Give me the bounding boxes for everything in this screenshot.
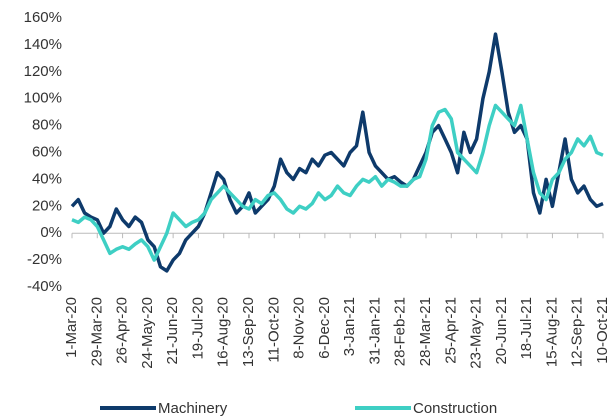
y-tick-label: 120%	[24, 63, 62, 80]
y-tick-label: 20%	[32, 197, 62, 214]
x-tick-label: 19-Jul-20	[189, 297, 206, 360]
x-tick-label: 29-Mar-20	[88, 297, 105, 366]
x-tick-label: 21-Jun-20	[164, 297, 181, 365]
x-tick-label: 1-Mar-20	[63, 297, 80, 358]
x-tick-label: 6-Dec-20	[316, 297, 333, 359]
x-tick-label: 15-Aug-21	[543, 297, 560, 367]
y-tick-label: 140%	[24, 36, 62, 53]
y-tick-label: 80%	[32, 117, 62, 134]
x-tick-label: 28-Feb-21	[392, 297, 409, 366]
y-tick-label: 60%	[32, 143, 62, 160]
legend-label: Construction	[413, 400, 497, 417]
x-tick-label: 18-Jul-21	[518, 297, 535, 360]
line-series	[70, 32, 604, 273]
y-tick-label: -40%	[27, 278, 62, 295]
x-tick-label: 24-May-20	[139, 297, 156, 369]
x-tick-label: 20-Jun-21	[493, 297, 510, 365]
x-tick-label: 12-Sep-21	[569, 297, 586, 367]
x-tick-label: 23-May-21	[468, 297, 485, 369]
x-tick-label: 11-Oct-20	[265, 297, 282, 363]
y-tick-label: 0%	[40, 224, 62, 241]
legend-label: Machinery	[158, 400, 228, 417]
x-tick-label: 25-Apr-21	[442, 297, 459, 364]
y-tick-label: 40%	[32, 170, 62, 187]
line-series	[71, 103, 604, 262]
x-tick-label: 10-Oct-21	[594, 297, 608, 364]
x-tick-label: 13-Sep-20	[240, 297, 257, 367]
y-tick-label: -20%	[27, 251, 62, 268]
x-tick-label: 31-Jan-21	[366, 297, 383, 365]
x-tick-label: 28-Mar-21	[417, 297, 434, 366]
y-tick-label: 160%	[24, 9, 62, 26]
x-tick-label: 8-Nov-20	[291, 297, 308, 359]
y-tick-label: 100%	[24, 90, 62, 107]
x-tick-label: 26-Apr-20	[114, 297, 131, 364]
x-tick-label: 3-Jan-21	[341, 297, 358, 356]
x-tick-label: 16-Aug-20	[215, 297, 232, 367]
